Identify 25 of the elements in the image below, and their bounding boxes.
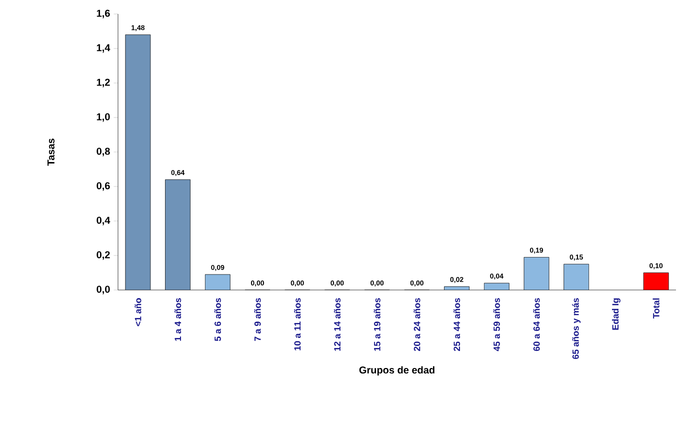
y-axis-title: Tasas	[47, 138, 54, 166]
x-tick-label: 12 a 14 años	[334, 298, 341, 351]
x-tick-label: Edad Ig	[612, 298, 620, 330]
x-tick-label: 45 a 59 años	[493, 298, 500, 352]
x-tick-label: 65 años y más	[572, 298, 581, 359]
x-tick-label: 20 a 24 años	[414, 298, 420, 352]
x-tick-label: 10 a 11 años	[294, 298, 301, 350]
x-tick-label: 25 a 44 años	[453, 298, 460, 352]
y-tick-label: 1,2	[96, 78, 110, 88]
y-tick-label: 1,0	[96, 113, 110, 122]
y-tick-label: 0,8	[96, 148, 110, 156]
y-tick-label: 0,0	[96, 286, 110, 294]
y-tick-label: 1,4	[96, 44, 110, 53]
x-tick-label: Total	[652, 298, 660, 319]
y-tick-label: 0,2	[96, 251, 110, 260]
x-tick-label: 60 a 64 años	[533, 298, 540, 351]
x-axis-title: Grupos de edad	[359, 366, 434, 376]
x-tick-label: 5 a 6 años	[214, 298, 221, 342]
x-tick-label: 15 a 19 años	[374, 298, 380, 351]
x-tick-label: 1 a 4 años	[174, 298, 182, 341]
x-tick-label: 7 a 9 años	[254, 298, 261, 341]
y-tick-label: 1,6	[96, 10, 110, 18]
y-tick-label: 0,4	[96, 216, 110, 226]
x-tick-label: <1 año	[134, 298, 142, 326]
y-tick-label: 0,6	[96, 182, 110, 191]
